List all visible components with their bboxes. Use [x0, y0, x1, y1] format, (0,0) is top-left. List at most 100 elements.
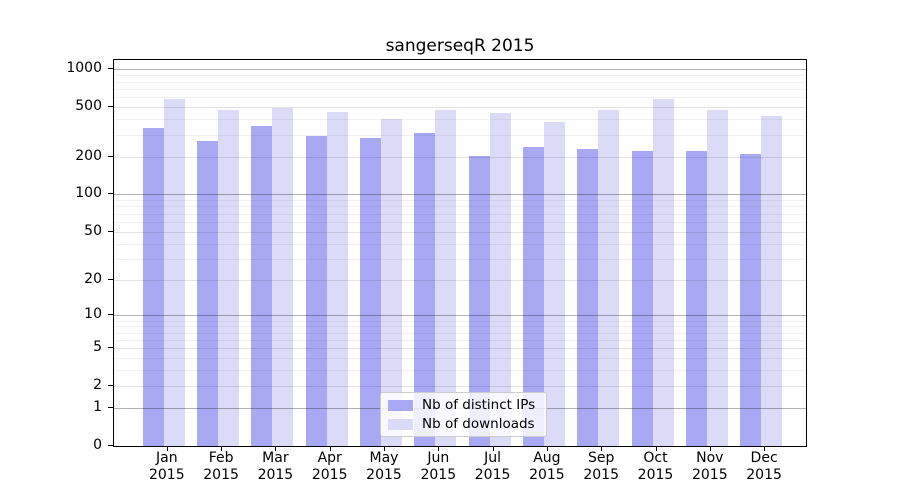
y-tick-label-50: 50	[84, 222, 102, 239]
y-tick-100	[108, 193, 113, 195]
y-tick-label-1000: 1000	[66, 60, 102, 77]
x-tick-aug	[546, 446, 548, 451]
gridline-500	[114, 107, 806, 108]
y-tick-1	[108, 407, 113, 409]
distinct-ips-swatch-icon	[388, 399, 413, 411]
y-tick-label-5: 5	[93, 339, 102, 356]
gridline-800	[114, 81, 806, 83]
y-tick-label-10: 10	[84, 306, 102, 323]
bar-distinct-ips-mar	[251, 126, 273, 446]
bar-downloads-apr	[326, 111, 348, 446]
gridline-30	[114, 258, 806, 260]
x-tick-label-feb: Feb 2015	[203, 450, 239, 483]
y-tick-2	[108, 385, 113, 387]
gridline-700	[114, 88, 806, 90]
bar-downloads-aug	[543, 122, 565, 446]
legend-item-distinct-ips: Nb of distinct IPs	[388, 397, 538, 413]
x-tick-label-nov: Nov 2015	[691, 450, 728, 483]
y-tick-50	[108, 230, 113, 232]
y-tick-5	[108, 347, 113, 349]
legend-label: Nb of downloads	[422, 415, 535, 432]
x-tick-jan	[166, 446, 168, 451]
plot-area	[113, 59, 807, 447]
y-tick-500	[108, 106, 113, 107]
y-tick-label-100: 100	[75, 185, 102, 202]
legend: Nb of distinct IPs Nb of downloads	[380, 392, 547, 437]
x-tick-feb	[221, 446, 223, 451]
bar-distinct-ips-oct	[631, 151, 653, 446]
x-tick-jul	[492, 446, 494, 451]
bar-downloads-oct	[652, 98, 674, 446]
bar-distinct-ips-jun	[414, 132, 436, 446]
x-tick-label-oct: Oct 2015	[637, 450, 674, 483]
y-tick-label-20: 20	[84, 271, 102, 287]
gridline-600	[114, 97, 806, 99]
gridline-100	[114, 194, 806, 196]
gridline-70	[114, 213, 806, 215]
y-tick-10	[108, 314, 113, 316]
x-tick-label-mar: Mar 2015	[257, 450, 294, 483]
gridline-200	[114, 156, 806, 158]
bar-downloads-sep	[598, 110, 620, 446]
bar-downloads-may	[381, 119, 402, 446]
x-tick-nov	[709, 446, 711, 451]
y-tick-20	[108, 279, 113, 280]
gridline-2	[114, 386, 806, 388]
legend-item-downloads: Nb of downloads	[388, 415, 538, 432]
x-tick-sep	[601, 446, 603, 451]
bars-layer	[114, 60, 806, 446]
bar-distinct-ips-nov	[685, 151, 707, 446]
gridline-90	[114, 200, 806, 201]
bar-distinct-ips-sep	[577, 148, 599, 446]
y-tick-label-0: 0	[93, 437, 102, 453]
gridline-6	[114, 339, 806, 341]
x-tick-dec	[764, 446, 766, 451]
y-tick-200	[108, 155, 113, 157]
x-tick-oct	[655, 446, 657, 451]
y-tick-label-2: 2	[93, 377, 102, 394]
gridline-300	[114, 134, 806, 136]
y-tick-label-500: 500	[75, 98, 102, 114]
bar-distinct-ips-jul	[468, 156, 490, 446]
x-tick-apr	[329, 446, 331, 451]
x-tick-may	[384, 446, 385, 451]
x-tick-label-jun: Jun 2015	[420, 450, 457, 483]
x-tick-label-may: May 2015	[366, 450, 402, 483]
y-tick-label-1: 1	[93, 399, 102, 416]
x-tick-label-jan: Jan 2015	[148, 450, 185, 483]
x-tick-jun	[438, 446, 440, 451]
x-tick-label-jul: Jul 2015	[474, 450, 511, 483]
bar-distinct-ips-dec	[740, 153, 762, 446]
gridline-80	[114, 206, 806, 208]
bar-downloads-dec	[761, 116, 783, 446]
bar-downloads-nov	[706, 110, 728, 446]
x-tick-label-aug: Aug 2015	[529, 450, 565, 483]
gridline-60	[114, 221, 806, 223]
bar-downloads-jul	[489, 113, 511, 446]
gridline-9	[114, 320, 806, 322]
gridline-8	[114, 326, 806, 328]
grid-layer	[114, 60, 806, 446]
downloads-swatch-icon	[388, 418, 413, 430]
bar-distinct-ips-may	[360, 137, 381, 446]
gridline-50	[114, 231, 806, 233]
x-tick-mar	[275, 446, 277, 451]
y-tick-label-200: 200	[75, 147, 102, 164]
gridline-10	[114, 315, 806, 317]
x-tick-label-dec: Dec 2015	[746, 450, 782, 483]
x-tick-label-apr: Apr 2015	[311, 450, 348, 483]
bar-downloads-feb	[218, 110, 240, 446]
gridline-1000	[114, 69, 806, 71]
bar-downloads-mar	[272, 108, 294, 446]
gridline-20	[114, 280, 806, 281]
bar-distinct-ips-jan	[142, 128, 164, 446]
bar-distinct-ips-apr	[305, 136, 327, 446]
y-tick-1000	[108, 68, 113, 70]
bar-distinct-ips-aug	[522, 146, 544, 446]
bar-downloads-jun	[435, 110, 457, 446]
gridline-4	[114, 358, 806, 360]
chart-title: sangerseqR 2015	[385, 36, 535, 56]
gridline-900	[114, 75, 806, 76]
gridline-40	[114, 243, 806, 245]
